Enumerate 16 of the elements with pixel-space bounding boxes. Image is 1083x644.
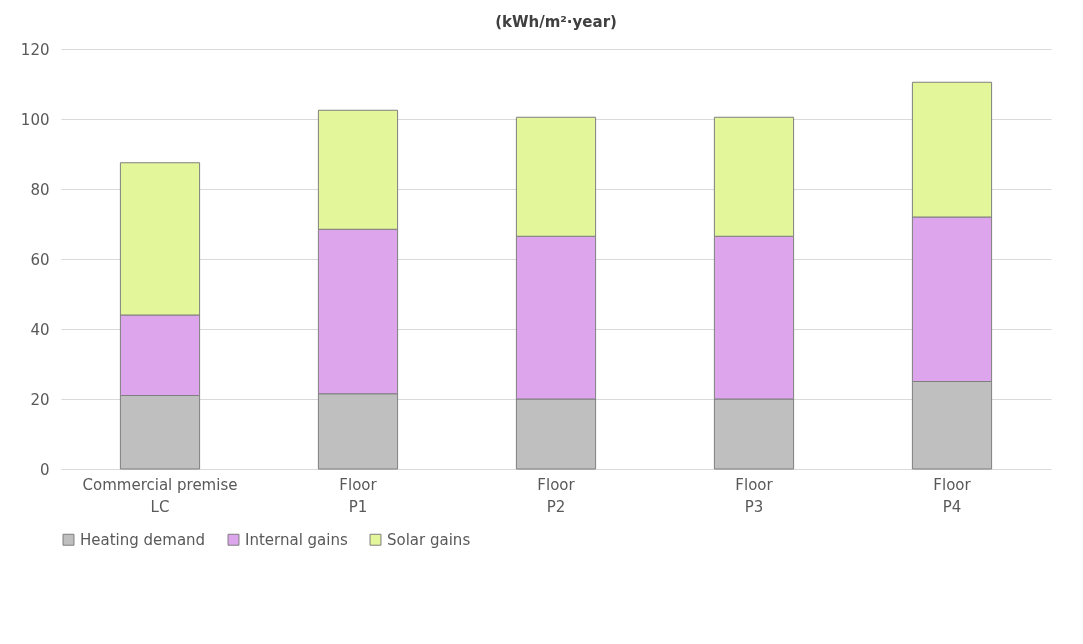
y-tick-label: 0 [39,460,50,479]
legend-label: Heating demand [80,530,206,549]
x-tick-label: Floor P3 [735,475,774,516]
chart-title: (kWh/m²·year) [495,13,617,31]
y-tick-label: 100 [20,110,50,129]
x-tick-label: Floor P1 [339,475,378,516]
y-tick-label: 80 [30,180,50,199]
y-tick-label: 20 [30,390,50,409]
x-tick-label: Floor P2 [537,475,576,516]
legend-label: Internal gains [245,530,348,549]
legend-label: Solar gains [387,530,471,549]
y-tick-label: 40 [30,320,50,339]
y-tick-label: 120 [20,40,50,59]
y-tick-label: 60 [30,250,50,269]
x-tick-label: Commercial premise LC [82,475,238,516]
x-tick-label: Floor P4 [933,475,972,516]
